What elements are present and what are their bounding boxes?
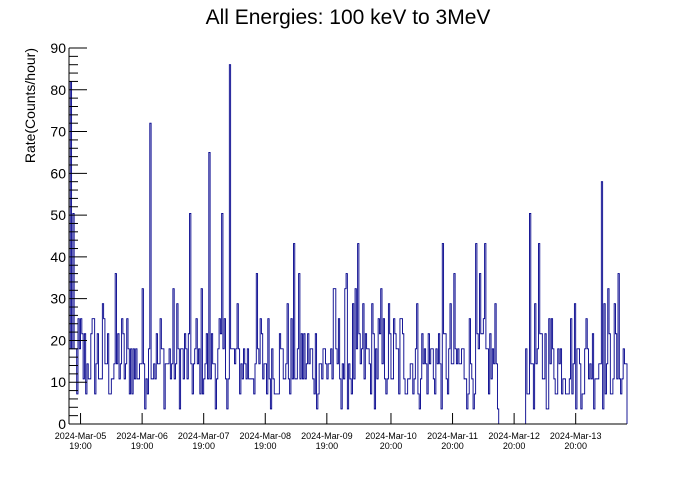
x-tick-date-label: 2024-Mar-06 [116, 431, 168, 441]
x-tick-time-label: 19:00 [316, 441, 339, 451]
series-layer [68, 64, 628, 425]
x-tick-time-label: 19:00 [192, 441, 215, 451]
y-tick-label: 10 [50, 374, 66, 390]
x-tick-date-label: 2024-Mar-12 [488, 431, 540, 441]
y-tick-label: 40 [50, 249, 66, 265]
x-tick-date-label: 2024-Mar-08 [239, 431, 291, 441]
x-tick-time-label: 19:00 [254, 441, 277, 451]
y-axis-label: Rate(Counts/hour) [22, 48, 38, 163]
rate-series-line [68, 64, 628, 425]
y-tick-label: 70 [50, 124, 66, 140]
y-tick-label: 0 [58, 416, 66, 432]
y-tick-label: 30 [50, 291, 66, 307]
x-tick-time-label: 19:00 [69, 441, 92, 451]
y-tick-label: 20 [50, 332, 66, 348]
x-tick-time-label: 20:00 [503, 441, 526, 451]
y-tick-label: 80 [50, 82, 66, 98]
x-tick-date-label: 2024-Mar-09 [301, 431, 353, 441]
x-tick-time-label: 19:00 [131, 441, 154, 451]
y-tick-label: 50 [50, 207, 66, 223]
x-tick-date-label: 2024-Mar-13 [550, 431, 602, 441]
axes-layer: 01020304050607080902024-Mar-0519:002024-… [50, 40, 627, 451]
x-tick-time-label: 20:00 [564, 441, 587, 451]
y-tick-label: 60 [50, 165, 66, 181]
chart-title: All Energies: 100 keV to 3MeV [206, 6, 491, 29]
x-tick-date-label: 2024-Mar-05 [55, 431, 107, 441]
x-tick-time-label: 20:00 [380, 441, 403, 451]
x-tick-date-label: 2024-Mar-11 [427, 431, 478, 441]
x-tick-date-label: 2024-Mar-07 [178, 431, 230, 441]
x-tick-date-label: 2024-Mar-10 [365, 431, 417, 441]
x-tick-time-label: 20:00 [441, 441, 464, 451]
y-tick-label: 90 [50, 40, 66, 56]
